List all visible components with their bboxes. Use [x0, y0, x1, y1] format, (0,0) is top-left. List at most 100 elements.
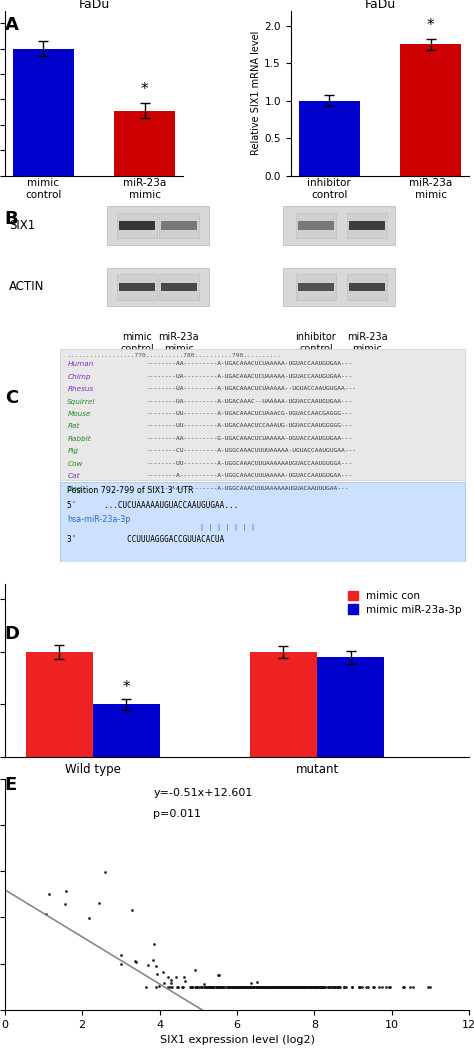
- Point: [296, 978, 303, 995]
- Point: [287, 978, 294, 995]
- Text: --------A----------A-UGGCAAACUUUAAAAAAUGUACAAUUUGAA---: --------A----------A-UGGCAAACUUUAAAAAAUG…: [146, 486, 349, 490]
- Point: [241, 978, 248, 995]
- Point: [293, 978, 301, 995]
- Point: [262, 978, 269, 995]
- Point: [292, 978, 299, 995]
- Point: [279, 978, 287, 995]
- Point: [293, 978, 301, 995]
- Point: [246, 978, 254, 995]
- Point: [228, 978, 236, 995]
- Point: [273, 978, 280, 995]
- Point: [300, 978, 308, 995]
- Point: [270, 978, 278, 995]
- Point: [210, 978, 217, 995]
- Point: [259, 978, 267, 995]
- Bar: [347, 214, 387, 238]
- Text: y=-0.51x+12.601: y=-0.51x+12.601: [154, 788, 253, 798]
- Point: [287, 978, 294, 995]
- Text: C: C: [5, 389, 18, 407]
- Point: [276, 978, 284, 995]
- Bar: [107, 268, 209, 306]
- Point: [278, 978, 286, 995]
- Point: [298, 978, 306, 995]
- Text: --------UA---------A-UGACAAACUCUAAAAA--UGUACCAAUGUGAA---: --------UA---------A-UGACAAACUCUAAAAA--U…: [146, 386, 356, 391]
- Point: [259, 978, 266, 995]
- Point: [356, 978, 364, 995]
- Point: [279, 978, 286, 995]
- Point: [288, 978, 295, 995]
- Point: [117, 955, 125, 972]
- Point: [313, 978, 320, 995]
- Point: [241, 978, 249, 995]
- Point: [272, 978, 279, 995]
- Text: E: E: [5, 776, 17, 794]
- Point: [276, 978, 283, 995]
- Point: [230, 978, 238, 995]
- Point: [241, 978, 249, 995]
- Point: [234, 978, 241, 995]
- Point: [286, 978, 293, 995]
- Point: [248, 978, 256, 995]
- Point: [285, 978, 293, 995]
- Point: [310, 978, 318, 995]
- Point: [230, 978, 238, 995]
- Point: [292, 978, 299, 995]
- Point: [264, 978, 272, 995]
- Point: [274, 978, 282, 995]
- Point: [358, 978, 366, 995]
- Point: [219, 978, 226, 995]
- Point: [319, 978, 326, 995]
- Bar: [61, 349, 465, 481]
- Point: [61, 895, 69, 912]
- Point: [271, 978, 278, 995]
- Point: [400, 978, 408, 995]
- Bar: [349, 283, 385, 291]
- Point: [230, 978, 237, 995]
- Point: [233, 978, 241, 995]
- Point: [173, 978, 181, 995]
- Point: [308, 978, 316, 995]
- Point: [254, 978, 261, 995]
- Point: [375, 978, 383, 995]
- Point: [265, 978, 273, 995]
- Bar: [298, 283, 334, 291]
- Point: [225, 978, 233, 995]
- Point: [310, 978, 318, 995]
- Text: Human: Human: [67, 361, 94, 367]
- Point: [275, 978, 283, 995]
- Point: [312, 978, 319, 995]
- Point: [266, 978, 273, 995]
- Point: [264, 978, 272, 995]
- Point: [311, 978, 319, 995]
- Point: [201, 978, 208, 995]
- Bar: [347, 275, 387, 300]
- Point: [284, 978, 292, 995]
- Point: [304, 978, 311, 995]
- Point: [298, 978, 306, 995]
- Text: SIX1: SIX1: [9, 219, 36, 232]
- Text: --------UA---------A-UGACAAACUCUAAAAA-UGUACCAAUGUGAA---: --------UA---------A-UGACAAACUCUAAAAA-UG…: [146, 373, 353, 379]
- Point: [215, 966, 223, 983]
- Point: [326, 978, 334, 995]
- Point: [297, 978, 305, 995]
- Point: [145, 956, 152, 973]
- Point: [298, 978, 306, 995]
- Text: B: B: [5, 210, 18, 228]
- Text: 5'      ...CUCUAAAAAUGUACCAAUGUGAA...: 5' ...CUCUAAAAAUGUACCAAUGUGAA...: [67, 501, 238, 509]
- Point: [289, 978, 296, 995]
- Text: --------A----------A-UGGCAAACUUUAAAAA-UGUACCAAUGUGAA---: --------A----------A-UGGCAAACUUUAAAAA-UG…: [146, 473, 353, 479]
- Point: [288, 978, 296, 995]
- Point: [325, 978, 332, 995]
- Point: [348, 978, 356, 995]
- Point: [291, 978, 299, 995]
- Point: [273, 978, 281, 995]
- Point: [277, 978, 285, 995]
- Text: Pig: Pig: [67, 448, 79, 454]
- Point: [191, 978, 199, 995]
- Point: [313, 978, 321, 995]
- Point: [197, 978, 204, 995]
- Point: [270, 978, 277, 995]
- Point: [191, 962, 199, 978]
- Point: [247, 978, 255, 995]
- Text: --------UU---------A-UGGCAAACUUUAAAAAAUGUACCAAUGUGGA---: --------UU---------A-UGGCAAACUUUAAAAAAUG…: [146, 461, 353, 466]
